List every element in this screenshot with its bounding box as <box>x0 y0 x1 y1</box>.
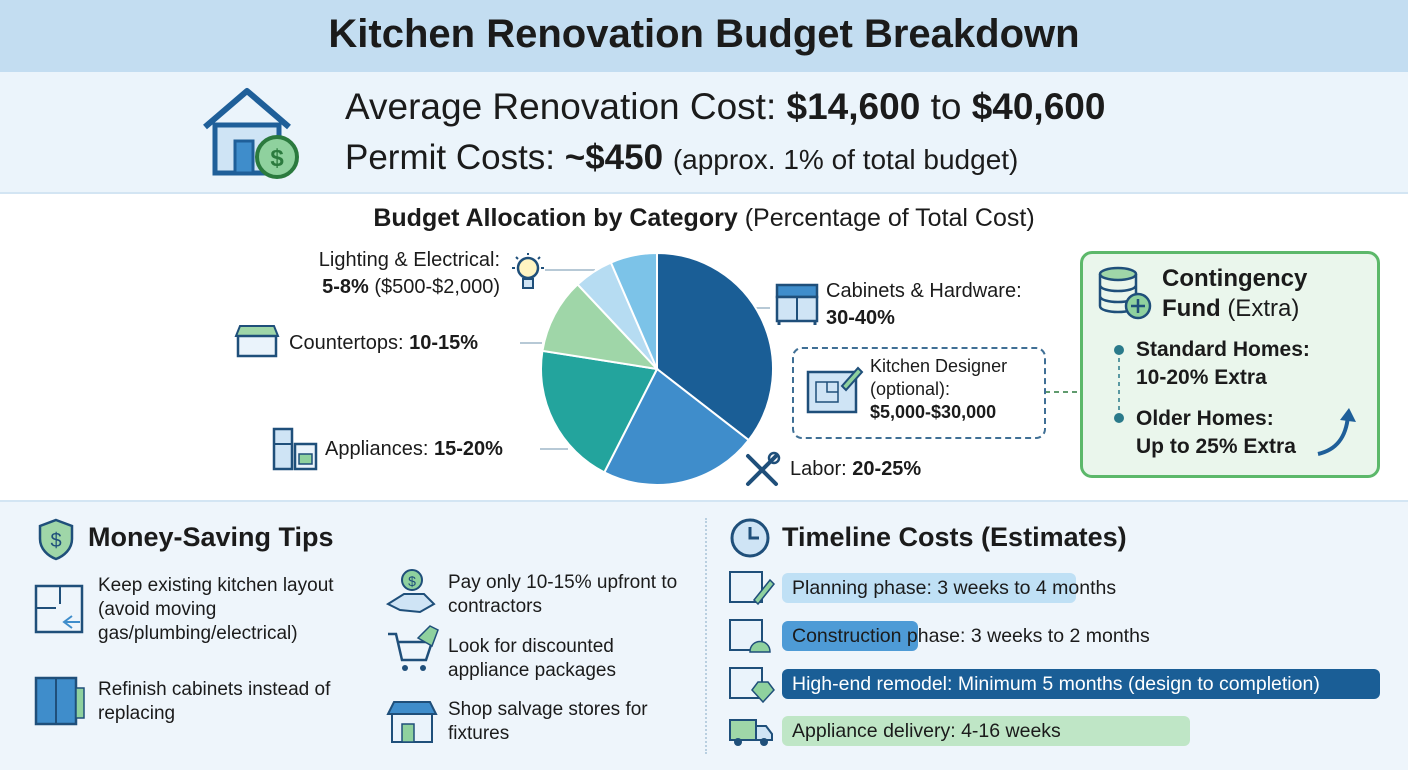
cost-label: Average Renovation Cost: <box>345 86 777 127</box>
pie-slice <box>609 251 658 370</box>
cabinets-label: Cabinets & Hardware: 30-40% <box>826 278 1036 332</box>
tip: Refinish cabinets instead of replacing <box>98 679 331 724</box>
clock-icon <box>730 518 770 558</box>
permit-value: ~$450 <box>564 138 664 177</box>
svg-text:$: $ <box>270 145 284 172</box>
tip: Keep existing kitchen layout (avoid movi… <box>98 575 334 644</box>
divider <box>705 518 707 754</box>
title: Kitchen Renovation Budget Breakdown <box>328 12 1080 56</box>
slice-name: Cabinets & Hardware: <box>826 280 1022 302</box>
svg-text:$: $ <box>408 573 416 589</box>
slice-detail: ($500-$2,000) <box>374 276 500 298</box>
allocation-subtitle: (Percentage of Total Cost) <box>744 204 1035 232</box>
countertops-label: Countertops: 10-15% <box>289 330 478 357</box>
timeline-item: Planning phase: 3 weeks to 4 months <box>792 577 1117 599</box>
item-value: Up to 25% Extra <box>1136 435 1296 458</box>
slice-range: 5-8% <box>322 276 369 298</box>
allocation-title: Budget Allocation by Category <box>373 204 738 232</box>
timeline-pill <box>782 573 1076 603</box>
tips-icons: $ <box>34 569 439 743</box>
lighting-label: Lighting & Electrical: 5-8% ($500-$2,000… <box>270 247 500 301</box>
appliances-label: Appliances: 15-20% <box>325 436 503 463</box>
item-label: Standard Homes: <box>1136 338 1310 361</box>
contingency-item: Older Homes: Up to 25% Extra <box>1136 405 1296 461</box>
contingency-title: Contingency Fund <box>1162 265 1308 322</box>
shield-icon: $ <box>38 518 74 561</box>
cost-line: Average Renovation Cost: $14,600 to $40,… <box>345 86 1105 128</box>
cost-to: to <box>930 86 962 127</box>
timeline-item: High-end remodel: Minimum 5 months (desi… <box>782 669 1380 699</box>
tip: Look for discounted appliance packages <box>448 636 616 681</box>
slice-name: Appliances: <box>325 438 429 460</box>
slice-range: 20-25% <box>852 458 922 480</box>
designer-box <box>792 347 1046 439</box>
contingency-heading: Contingency Fund (Extra) <box>1162 264 1342 324</box>
designer-text: Kitchen Designer (optional): <box>870 356 1008 399</box>
pie-slice <box>540 349 659 474</box>
labor-label: Labor: 20-25% <box>790 456 921 483</box>
tips-title: Money-Saving Tips <box>88 522 334 552</box>
svg-text:$: $ <box>50 530 61 552</box>
tip: Shop salvage stores for fixtures <box>448 699 648 744</box>
bulb-icon <box>512 253 544 289</box>
slice-range: 15-20% <box>433 438 503 460</box>
cost-low: $14,600 <box>786 86 921 127</box>
header-band <box>0 0 1408 72</box>
timeline-item: Appliance delivery: 4-16 weeks <box>782 716 1190 746</box>
database-icon <box>1098 266 1152 320</box>
item-value: 10-20% Extra <box>1136 366 1267 389</box>
allocation-heading: Budget Allocation by Category (Percentag… <box>0 204 1408 233</box>
permit-line: Permit Costs: ~$450 (approx. 1% of total… <box>345 138 1018 178</box>
slice-name: Lighting & Electrical: <box>318 249 500 271</box>
pie-slice <box>656 251 774 442</box>
permit-note: (approx. 1% of total budget) <box>672 144 1019 175</box>
timeline-icons <box>729 571 776 746</box>
item-label: Older Homes: <box>1136 407 1274 430</box>
permit-label: Permit Costs: <box>345 138 556 177</box>
timeline-title: Timeline Costs (Estimates) <box>782 522 1127 552</box>
countertop-icon <box>234 325 280 358</box>
pie-slice <box>541 283 660 371</box>
tip: Pay only 10-15% upfront to contractors <box>448 572 678 617</box>
timeline-item: Construction phase: 3 weeks to 2 months <box>792 625 1150 647</box>
contingency-note: (Extra) <box>1227 295 1300 322</box>
pie-slice <box>602 367 751 486</box>
house-icon: $ <box>203 88 299 179</box>
cabinet-icon <box>775 283 819 325</box>
tools-icon <box>746 451 781 486</box>
contingency-decor <box>1114 345 1356 456</box>
timeline-pill <box>782 621 918 651</box>
designer-cost: $5,000-$30,000 <box>870 402 997 422</box>
cost-high: $40,600 <box>971 86 1106 127</box>
slice-name: Countertops: <box>289 332 404 354</box>
blueprint-icon <box>806 366 864 414</box>
slice-range: 10-15% <box>409 332 479 354</box>
slice-name: Labor: <box>790 458 847 480</box>
slice-range: 30-40% <box>826 307 895 329</box>
appliance-icon <box>272 427 318 471</box>
designer-label: Kitchen Designer (optional): $5,000-$30,… <box>870 355 1035 424</box>
contingency-item: Standard Homes: 10-20% Extra <box>1136 336 1310 392</box>
